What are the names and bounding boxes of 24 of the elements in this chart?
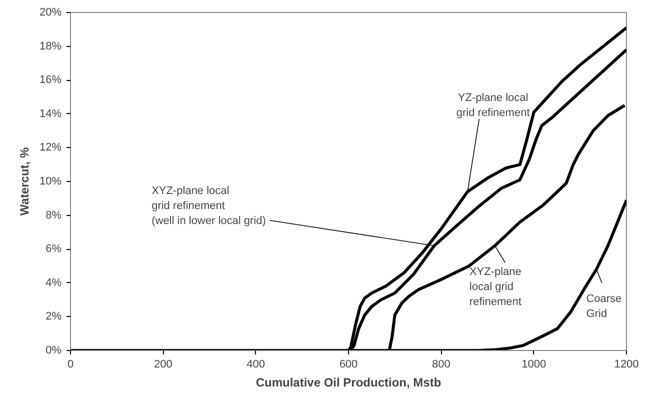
x-tick-label: 1200 — [614, 358, 639, 370]
x-tick-label: 1000 — [522, 358, 546, 370]
x-tick-label: 600 — [339, 358, 358, 370]
x-tick-label: 200 — [154, 358, 172, 370]
y-tick-label: 4% — [46, 276, 62, 289]
y-tick-label: 16% — [39, 74, 62, 86]
y-axis-title: Watercut, % — [17, 147, 32, 216]
x-axis-title: Cumulative Oil Production, Mstb — [256, 376, 442, 390]
x-tick-label: 800 — [432, 358, 450, 370]
x-tick-label: 400 — [246, 358, 266, 370]
annotation: Coarse Grid — [586, 293, 622, 320]
y-tick-label: 10% — [39, 176, 62, 188]
y-tick-label: 14% — [39, 108, 62, 120]
x-tick-label: 0 — [67, 358, 74, 370]
y-tick-label: 12% — [39, 142, 62, 154]
y-tick-label: 2% — [46, 310, 62, 323]
annotation: YZ-plane local grid refinement — [456, 92, 530, 119]
annotation: XYZ-plane local grid refinement (well in lower local grid) — [152, 184, 266, 227]
y-tick-label: 6% — [46, 243, 62, 256]
annotation: XYZ-plane local grid refinement — [469, 266, 522, 308]
y-tick-label: 0% — [46, 344, 62, 356]
y-tick-label: 20% — [39, 6, 62, 18]
y-tick-label: 18% — [39, 40, 62, 52]
y-tick-label: 8% — [46, 209, 62, 222]
